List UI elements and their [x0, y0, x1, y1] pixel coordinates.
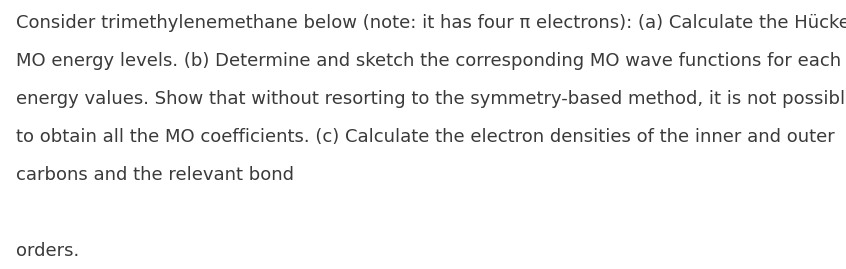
Text: MO energy levels. (b) Determine and sketch the corresponding MO wave functions f: MO energy levels. (b) Determine and sket…	[16, 52, 841, 70]
Text: energy values. Show that without resorting to the symmetry-based method, it is n: energy values. Show that without resorti…	[16, 90, 846, 108]
Text: carbons and the relevant bond: carbons and the relevant bond	[16, 166, 294, 184]
Text: Consider trimethylenemethane below (note: it has four π electrons): (a) Calculat: Consider trimethylenemethane below (note…	[16, 14, 846, 32]
Text: orders.: orders.	[16, 242, 80, 260]
Text: to obtain all the MO coefficients. (c) Calculate the electron densities of the i: to obtain all the MO coefficients. (c) C…	[16, 128, 835, 146]
